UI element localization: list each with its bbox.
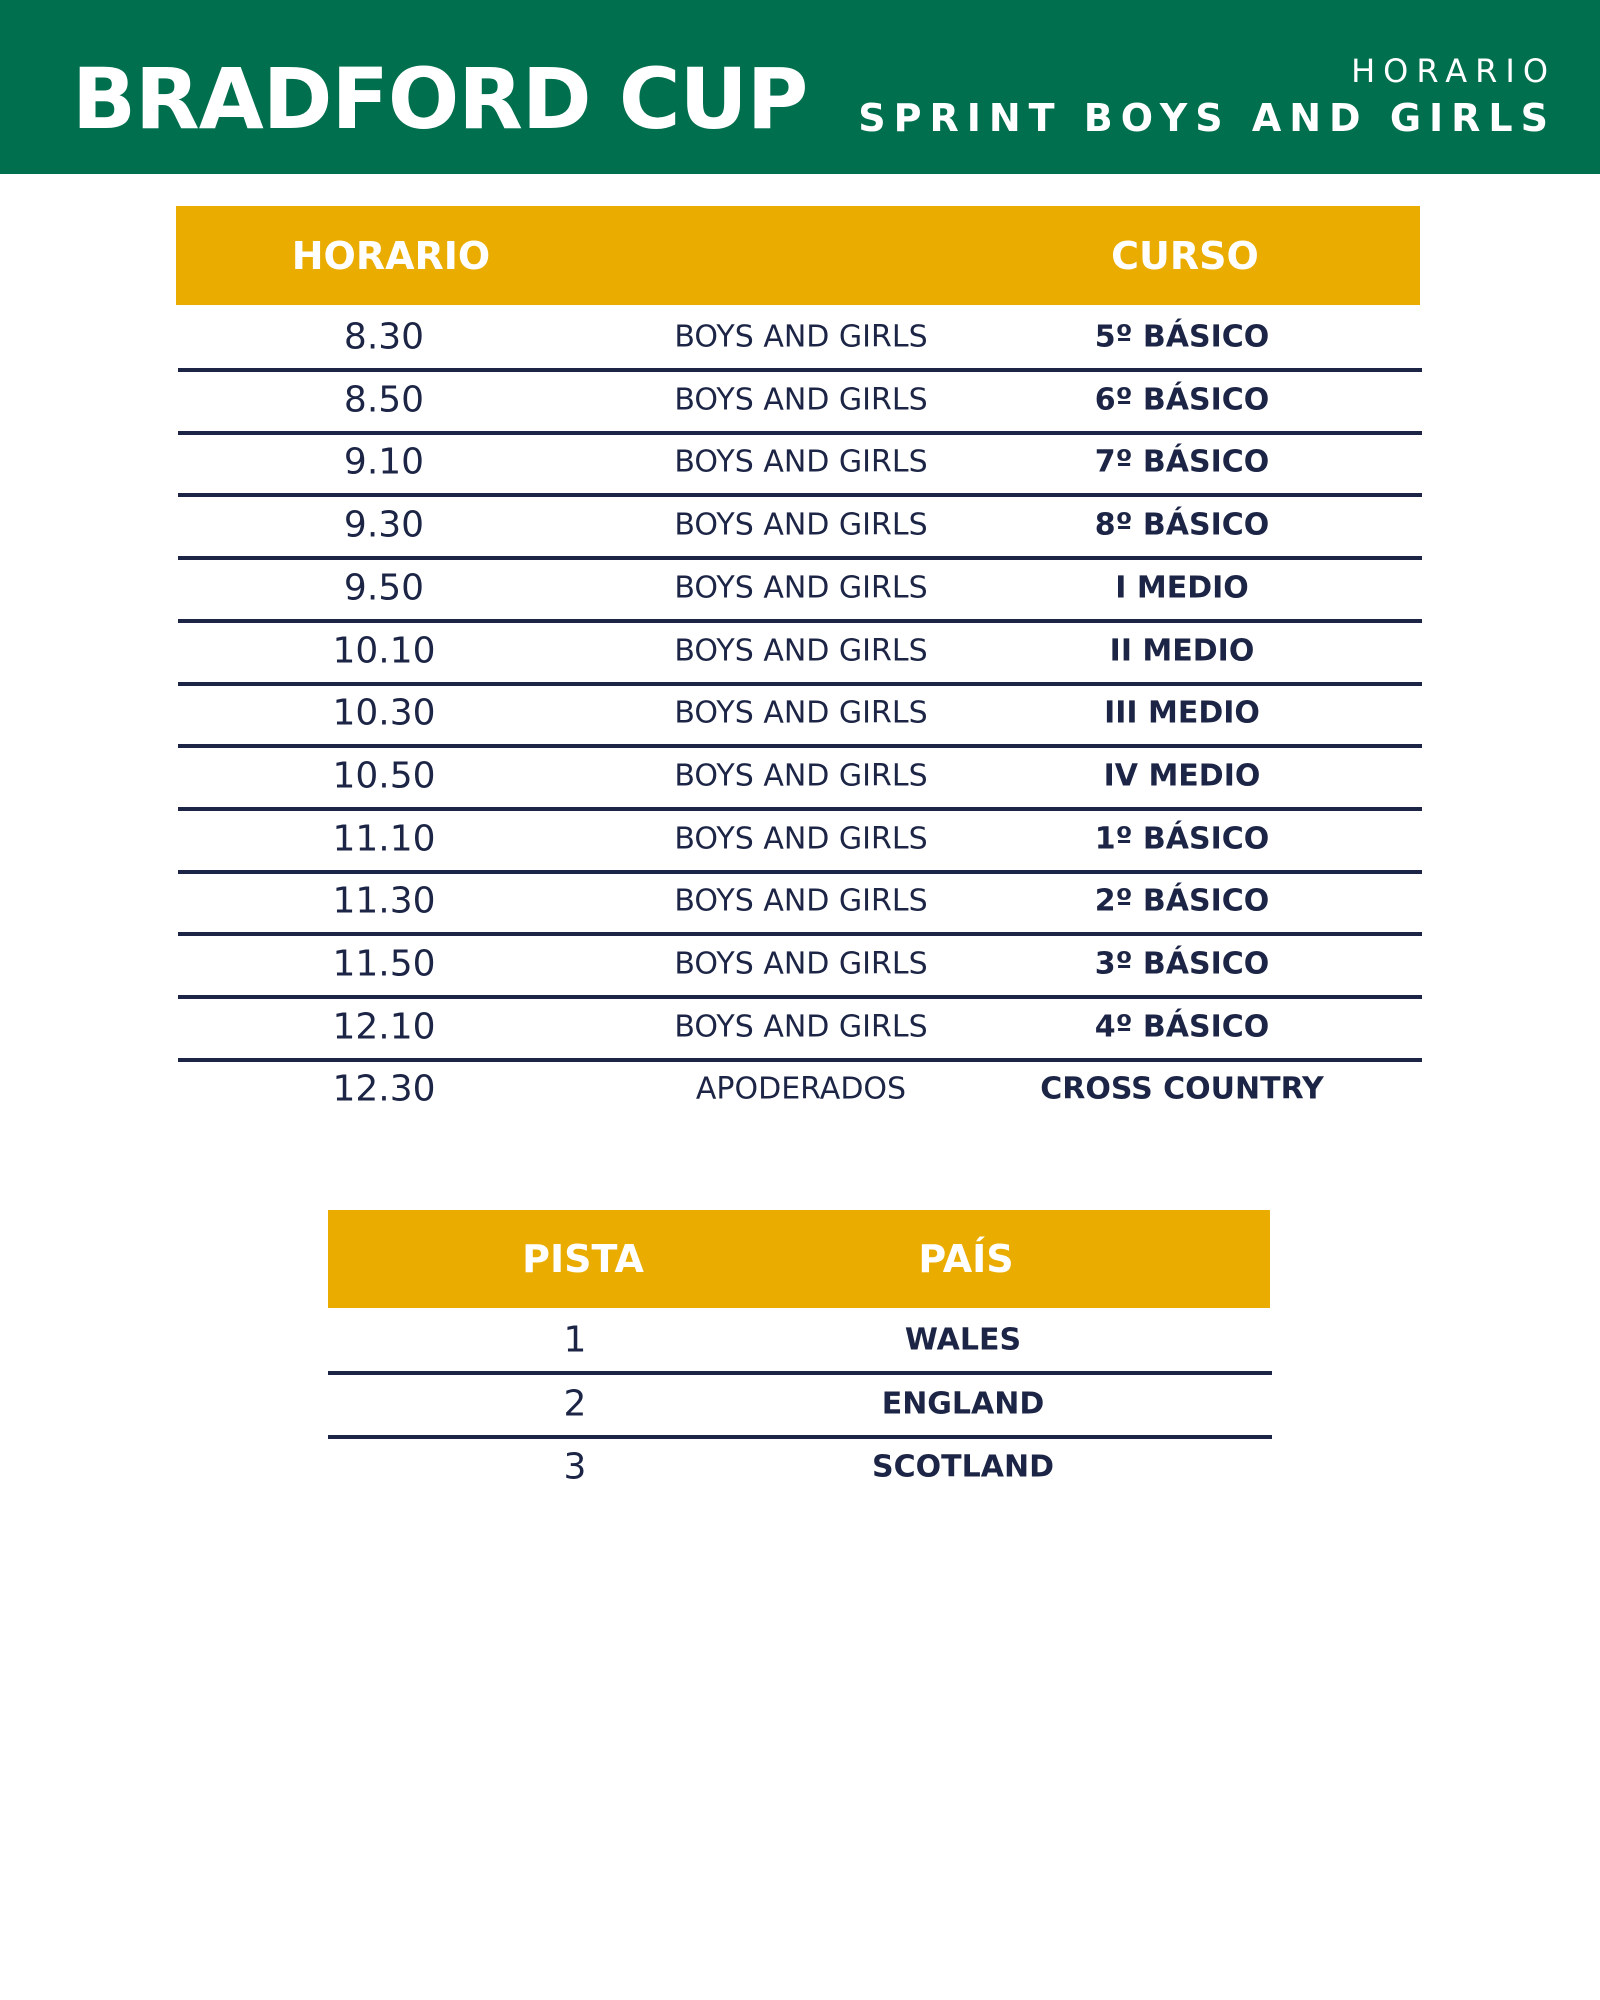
time-cell: 12.10: [332, 1006, 436, 1048]
header-track: PISTA: [522, 1237, 644, 1281]
time-cell: 9.30: [343, 504, 425, 546]
course-cell: 2º BÁSICO: [1094, 883, 1270, 919]
schedule-row: 9.30 BOYS AND GIRLS 8º BÁSICO: [178, 494, 1422, 561]
subtitle-bottom: SPRINT BOYS AND GIRLS: [858, 96, 1556, 140]
schedule-table-header: HORARIO CURSO: [176, 206, 1420, 305]
event-title: BRADFORD CUP: [72, 50, 808, 148]
schedule-row: 9.10 BOYS AND GIRLS 7º BÁSICO: [178, 431, 1422, 498]
schedule-row: 12.10 BOYS AND GIRLS 4º BÁSICO: [178, 996, 1422, 1062]
course-cell: 8º BÁSICO: [1094, 507, 1270, 543]
group-cell: BOYS AND GIRLS: [674, 382, 928, 418]
course-cell: II MEDIO: [1109, 633, 1255, 668]
group-cell: BOYS AND GIRLS: [674, 319, 928, 355]
group-cell: BOYS AND GIRLS: [674, 633, 928, 668]
header-banner: BRADFORD CUP HORARIO SPRINT BOYS AND GIR…: [0, 0, 1600, 174]
group-cell: BOYS AND GIRLS: [674, 758, 928, 794]
schedule-row: 10.30 BOYS AND GIRLS III MEDIO: [178, 682, 1422, 749]
group-cell: BOYS AND GIRLS: [674, 1009, 928, 1045]
time-cell: 11.30: [332, 880, 436, 922]
track-row: 2 ENGLAND: [328, 1373, 1272, 1439]
track-row: 3 SCOTLAND: [328, 1436, 1272, 1498]
header-time: HORARIO: [291, 233, 491, 278]
track-cell: 3: [563, 1446, 587, 1488]
time-cell: 9.10: [343, 441, 425, 483]
time-cell: 12.30: [332, 1068, 436, 1110]
group-cell: BOYS AND GIRLS: [674, 507, 928, 543]
course-cell: 7º BÁSICO: [1094, 444, 1270, 480]
group-cell: APODERADOS: [695, 1071, 907, 1107]
schedule-row: 8.50 BOYS AND GIRLS 6º BÁSICO: [178, 369, 1422, 435]
course-cell: 5º BÁSICO: [1094, 319, 1270, 355]
header-country: PAÍS: [918, 1237, 1014, 1281]
course-cell: CROSS COUNTRY: [1040, 1071, 1324, 1107]
time-cell: 10.30: [332, 692, 436, 734]
country-cell: ENGLAND: [881, 1386, 1045, 1421]
group-cell: BOYS AND GIRLS: [674, 946, 928, 982]
course-cell: III MEDIO: [1104, 695, 1260, 731]
course-cell: 3º BÁSICO: [1094, 946, 1270, 982]
header-course: CURSO: [1111, 233, 1259, 278]
time-cell: 8.30: [343, 316, 425, 358]
course-cell: 6º BÁSICO: [1094, 382, 1270, 418]
group-cell: BOYS AND GIRLS: [674, 883, 928, 919]
schedule-row: 12.30 APODERADOS CROSS COUNTRY: [178, 1058, 1422, 1120]
schedule-row: 11.50 BOYS AND GIRLS 3º BÁSICO: [178, 933, 1422, 999]
course-cell: 1º BÁSICO: [1094, 821, 1270, 857]
schedule-row: 10.50 BOYS AND GIRLS IV MEDIO: [178, 745, 1422, 811]
group-cell: BOYS AND GIRLS: [674, 444, 928, 480]
country-cell: SCOTLAND: [872, 1449, 1054, 1485]
track-row: 1 WALES: [328, 1309, 1272, 1375]
course-cell: I MEDIO: [1115, 570, 1249, 606]
country-cell: WALES: [904, 1322, 1022, 1358]
track-cell: 1: [563, 1319, 587, 1361]
schedule-row: 10.10 BOYS AND GIRLS II MEDIO: [178, 620, 1422, 686]
subtitle-top: HORARIO: [1351, 52, 1556, 90]
group-cell: BOYS AND GIRLS: [674, 695, 928, 731]
schedule-row: 11.30 BOYS AND GIRLS 2º BÁSICO: [178, 870, 1422, 937]
schedule-row: 9.50 BOYS AND GIRLS I MEDIO: [178, 557, 1422, 623]
time-cell: 11.50: [332, 943, 436, 985]
tracks-table-header: PISTA PAÍS: [328, 1210, 1270, 1308]
time-cell: 9.50: [343, 567, 425, 609]
course-cell: 4º BÁSICO: [1094, 1009, 1270, 1045]
group-cell: BOYS AND GIRLS: [674, 570, 928, 606]
group-cell: BOYS AND GIRLS: [674, 821, 928, 857]
time-cell: 10.50: [332, 755, 436, 797]
track-cell: 2: [563, 1383, 587, 1424]
time-cell: 8.50: [343, 379, 425, 421]
time-cell: 10.10: [332, 630, 436, 671]
time-cell: 11.10: [332, 818, 436, 860]
schedule-row: 11.10 BOYS AND GIRLS 1º BÁSICO: [178, 808, 1422, 874]
course-cell: IV MEDIO: [1103, 758, 1261, 794]
schedule-row: 8.30 BOYS AND GIRLS 5º BÁSICO: [178, 306, 1422, 372]
